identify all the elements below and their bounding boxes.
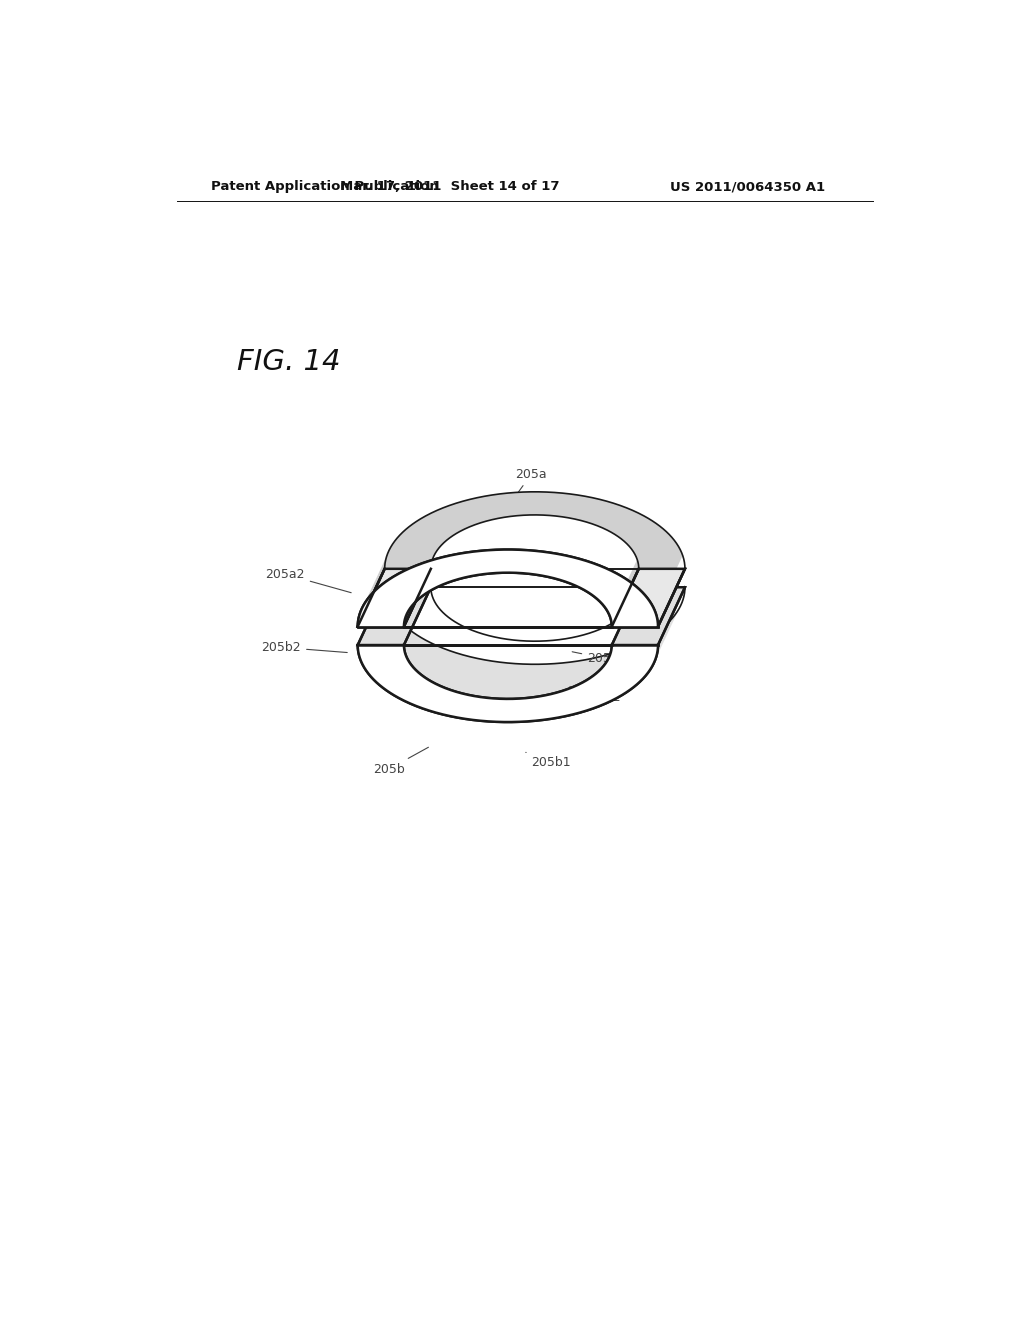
Polygon shape [611,587,685,645]
Text: 205a1: 205a1 [602,521,659,565]
Polygon shape [357,645,658,722]
Polygon shape [611,569,685,627]
Text: 205a2: 205a2 [572,652,627,665]
Text: 205b2: 205b2 [261,640,347,653]
Text: FIG. 14: FIG. 14 [237,348,340,376]
Polygon shape [406,515,637,618]
Polygon shape [360,492,683,614]
Polygon shape [357,549,658,627]
Polygon shape [362,607,680,722]
Text: 205a2: 205a2 [265,568,351,593]
Polygon shape [357,645,658,722]
Text: Patent Application Publication: Patent Application Publication [211,181,439,194]
Text: 205b: 205b [373,747,428,776]
Text: 205b2: 205b2 [569,686,621,704]
Text: 205a: 205a [495,467,547,525]
Text: US 2011/0064350 A1: US 2011/0064350 A1 [670,181,824,194]
Text: Mar. 17, 2011  Sheet 14 of 17: Mar. 17, 2011 Sheet 14 of 17 [340,181,560,194]
Polygon shape [357,587,431,645]
Text: 205b1: 205b1 [525,752,570,770]
Polygon shape [357,569,431,627]
Polygon shape [357,549,658,627]
